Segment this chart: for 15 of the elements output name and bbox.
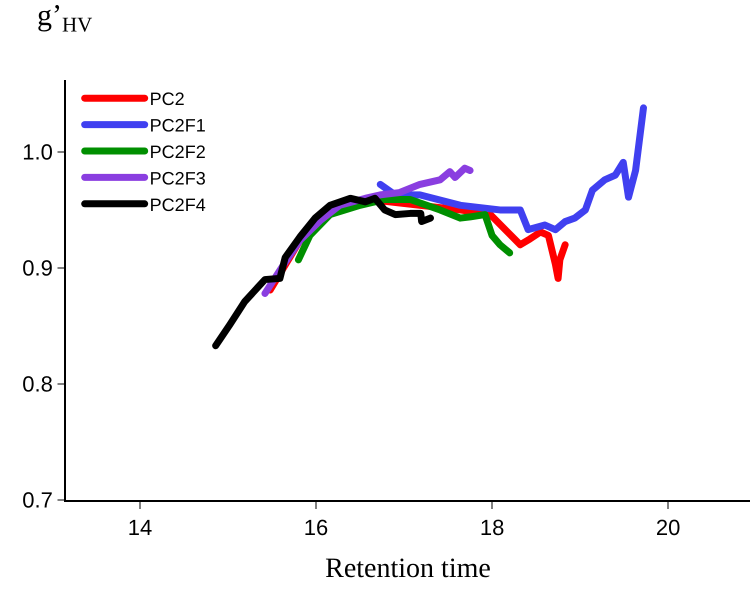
x-tick-label: 20 (656, 515, 680, 540)
x-tick-label: 16 (304, 515, 328, 540)
y-tick-label: 0.8 (22, 372, 53, 397)
y-tick-label: 0.9 (22, 256, 53, 281)
x-tick-label: 14 (128, 515, 152, 540)
legend-label: PC2F2 (150, 142, 206, 162)
x-axis-title: Retention time (325, 552, 491, 584)
y-tick-label: 0.7 (22, 488, 53, 513)
x-tick-label: 18 (480, 515, 504, 540)
y-tick-label: 1.0 (22, 140, 53, 165)
legend-label: PC2F1 (150, 116, 206, 136)
legend-label: PC2F4 (150, 194, 206, 215)
legend-label: PC2F3 (150, 168, 206, 188)
legend-label: PC2 (150, 89, 185, 110)
y-axis-title: g’$_{HV}$ (37, 0, 92, 36)
